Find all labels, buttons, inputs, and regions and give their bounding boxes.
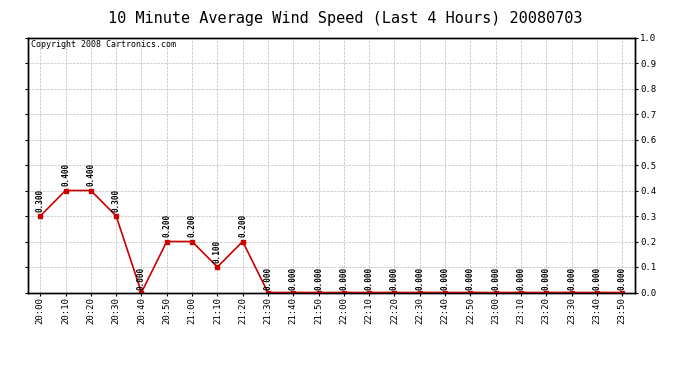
Text: 0.000: 0.000 xyxy=(440,267,450,290)
Text: 0.000: 0.000 xyxy=(592,267,602,290)
Text: 0.000: 0.000 xyxy=(567,267,576,290)
Text: 0.000: 0.000 xyxy=(137,267,146,290)
Text: 0.100: 0.100 xyxy=(213,240,222,263)
Text: Copyright 2008 Cartronics.com: Copyright 2008 Cartronics.com xyxy=(30,40,176,49)
Text: 0.000: 0.000 xyxy=(314,267,323,290)
Text: 0.300: 0.300 xyxy=(112,189,121,212)
Text: 0.200: 0.200 xyxy=(162,214,171,237)
Text: 0.300: 0.300 xyxy=(36,189,45,212)
Text: 0.000: 0.000 xyxy=(288,267,298,290)
Text: 0.200: 0.200 xyxy=(238,214,247,237)
Text: 0.000: 0.000 xyxy=(364,267,374,290)
Text: 0.000: 0.000 xyxy=(390,267,399,290)
Text: 0.000: 0.000 xyxy=(339,267,348,290)
Text: 0.000: 0.000 xyxy=(466,267,475,290)
Text: 0.000: 0.000 xyxy=(415,267,424,290)
Text: 0.400: 0.400 xyxy=(86,163,95,186)
Text: 0.200: 0.200 xyxy=(188,214,197,237)
Text: 10 Minute Average Wind Speed (Last 4 Hours) 20080703: 10 Minute Average Wind Speed (Last 4 Hou… xyxy=(108,11,582,26)
Text: 0.400: 0.400 xyxy=(61,163,70,186)
Text: 0.000: 0.000 xyxy=(264,267,273,290)
Text: 0.000: 0.000 xyxy=(516,267,526,290)
Text: 0.000: 0.000 xyxy=(491,267,500,290)
Text: 0.000: 0.000 xyxy=(618,267,627,290)
Text: 0.000: 0.000 xyxy=(542,267,551,290)
